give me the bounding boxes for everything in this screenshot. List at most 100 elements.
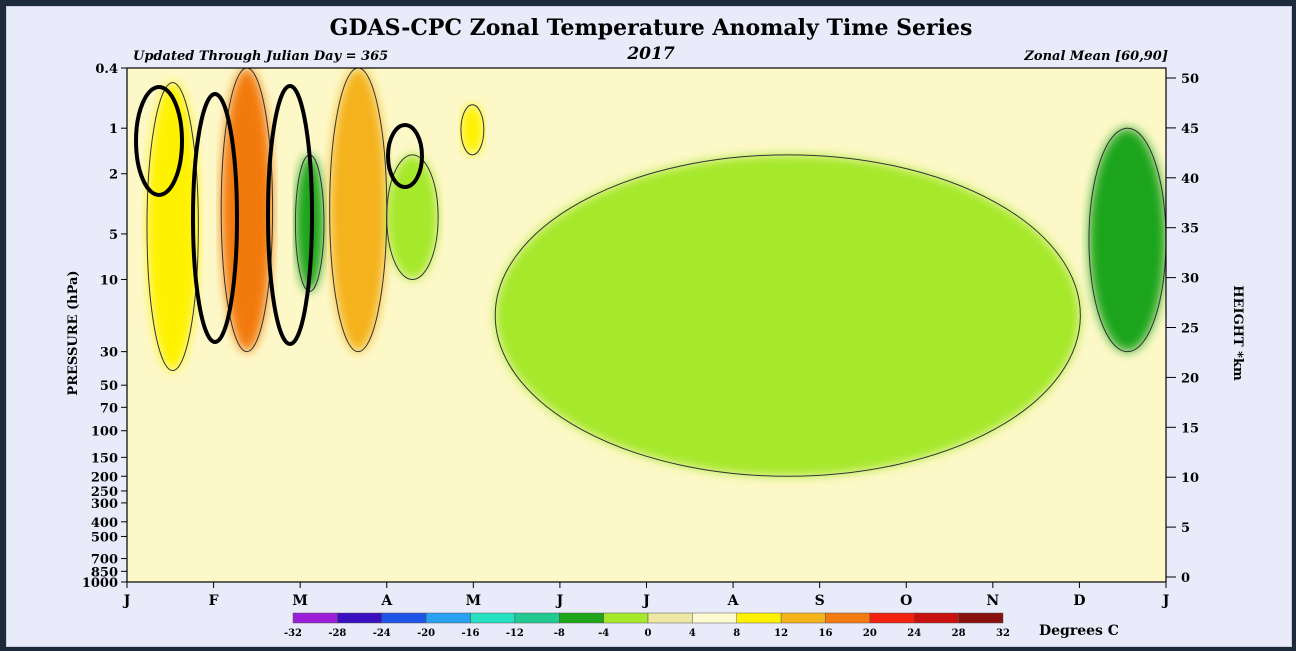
anomaly-region-4 <box>329 68 387 352</box>
x-tick-label: S <box>815 593 825 609</box>
y2-tick-label: 20 <box>1181 371 1199 386</box>
y-tick-label: 300 <box>91 497 118 512</box>
y2-tick-label: 25 <box>1181 322 1199 337</box>
colorbar: -32 -28 -24 -20 -16 -12 -8 -4 0 4 8 12 16 20 24 28 32 <box>284 612 1010 639</box>
highlight-ellipses <box>134 84 424 346</box>
contour-7 <box>494 154 1081 477</box>
colorbar-swatch <box>381 612 427 624</box>
contour-8 <box>1088 127 1166 353</box>
colorbar-tick-label: -32 <box>284 628 302 639</box>
colorbar-swatch <box>603 612 649 624</box>
colorbar-tick-label: 8 <box>733 628 740 639</box>
colorbar-tick-label: -4 <box>598 628 609 639</box>
anomaly-region-6 <box>460 104 484 155</box>
colorbar-tick-label: 20 <box>863 628 877 639</box>
colorbar-tick-label: 32 <box>996 628 1010 639</box>
y2-tick-label: 30 <box>1181 272 1199 287</box>
colorbar-tick-label: -28 <box>328 628 346 639</box>
colorbar-swatch <box>736 612 782 624</box>
y-tick-label: 850 <box>91 565 118 580</box>
highlight-ellipse-2 <box>191 92 239 344</box>
colorbar-swatch <box>425 612 471 624</box>
x-tick-label: D <box>1073 593 1085 609</box>
y-tick-label: 200 <box>91 470 118 485</box>
y2-tick-label: 10 <box>1181 471 1199 486</box>
plot-area <box>127 68 1166 582</box>
colorbar-swatch <box>958 612 1004 624</box>
y2-tick-label: 0 <box>1181 571 1190 586</box>
colorbar-swatch <box>337 612 382 624</box>
x-tick-label: A <box>380 593 393 609</box>
y-tick-label: 500 <box>91 530 118 545</box>
colorbar-tick-label: 16 <box>819 628 833 639</box>
zonal-mean-note: Zonal Mean [60,90] <box>1023 49 1168 64</box>
x-tick-label: F <box>209 593 219 609</box>
y-tick-label: 30 <box>100 346 118 361</box>
figure-frame: GDAS-CPC Zonal Temperature Anomaly Time … <box>6 6 1292 647</box>
colorbar-tick-label: -20 <box>417 628 435 639</box>
y-tick-label: 100 <box>91 425 118 440</box>
colorbar-swatch <box>292 612 338 624</box>
anomaly-region-7 <box>495 154 1081 477</box>
y2-tick-label: 35 <box>1181 222 1199 237</box>
colorbar-swatch <box>470 612 516 624</box>
anomaly-regions <box>146 68 1166 477</box>
y-tick-label: 5 <box>109 228 118 243</box>
contour-1 <box>146 82 199 372</box>
colorbar-swatch <box>559 612 604 624</box>
highlight-ellipse-4 <box>386 123 424 189</box>
contour-5 <box>386 154 439 280</box>
y-axis-label: PRESSURE (hPa) <box>66 270 81 395</box>
x-tick-label: O <box>900 593 912 609</box>
contour-2 <box>220 68 274 353</box>
y-tick-label: 2 <box>109 168 118 183</box>
y-tick-label: 700 <box>91 553 118 568</box>
colorbar-swatch <box>825 612 871 624</box>
y-tick-label: 250 <box>91 485 118 500</box>
colorbar-tick-label: 24 <box>907 628 921 639</box>
chart-title: GDAS-CPC Zonal Temperature Anomaly Time … <box>330 15 973 41</box>
x-tick-label: J <box>555 593 564 609</box>
anomaly-region-1 <box>146 82 199 371</box>
colorbar-swatch <box>869 612 915 624</box>
anomaly-region-8 <box>1088 128 1166 352</box>
y-tick-label: 1 <box>109 122 118 137</box>
colorbar-label: Degrees C <box>1039 623 1119 639</box>
x-tick-label: M <box>466 593 482 609</box>
x-tick-label: J <box>1161 593 1170 609</box>
y-tick-label: 10 <box>100 273 118 288</box>
y2-tick-label: 45 <box>1181 122 1199 137</box>
contour-6 <box>460 104 485 156</box>
colorbar-tick-label: -8 <box>554 628 565 639</box>
y2-tick-label: 50 <box>1181 72 1199 87</box>
y2-tick-label: 15 <box>1181 421 1199 436</box>
y-tick-label: 150 <box>91 451 118 466</box>
anomaly-chart: GDAS-CPC Zonal Temperature Anomaly Time … <box>66 15 1245 639</box>
colorbar-tick-label: -24 <box>373 628 391 639</box>
y-tick-label: 50 <box>100 379 118 394</box>
colorbar-tick-label: 28 <box>952 628 966 639</box>
anomaly-region-3 <box>295 154 324 292</box>
colorbar-tick-label: 12 <box>774 628 788 639</box>
y-tick-label: 400 <box>91 516 118 531</box>
y-tick-label: 1000 <box>82 576 118 591</box>
colorbar-tick-label: 0 <box>645 628 652 639</box>
colorbar-swatch <box>780 612 826 624</box>
highlight-ellipse-1 <box>134 85 184 197</box>
colorbar-swatch <box>692 612 737 624</box>
highlight-ellipse-3 <box>266 84 314 346</box>
x-tick-label: A <box>727 593 740 609</box>
colorbar-tick-label: 4 <box>689 628 696 639</box>
x-tick-label: J <box>641 593 650 609</box>
y2-axis-label: HEIGHT *km <box>1230 285 1245 381</box>
colorbar-tick-label: -16 <box>461 628 479 639</box>
updated-note: Updated Through Julian Day = 365 <box>133 49 388 64</box>
x-tick-label: M <box>292 593 308 609</box>
colorbar-swatch <box>647 612 693 624</box>
y2-tick-label: 5 <box>1181 521 1190 536</box>
y-tick-label: 70 <box>100 401 118 416</box>
x-tick-label: J <box>122 593 131 609</box>
y2-tick-label: 40 <box>1181 172 1199 187</box>
